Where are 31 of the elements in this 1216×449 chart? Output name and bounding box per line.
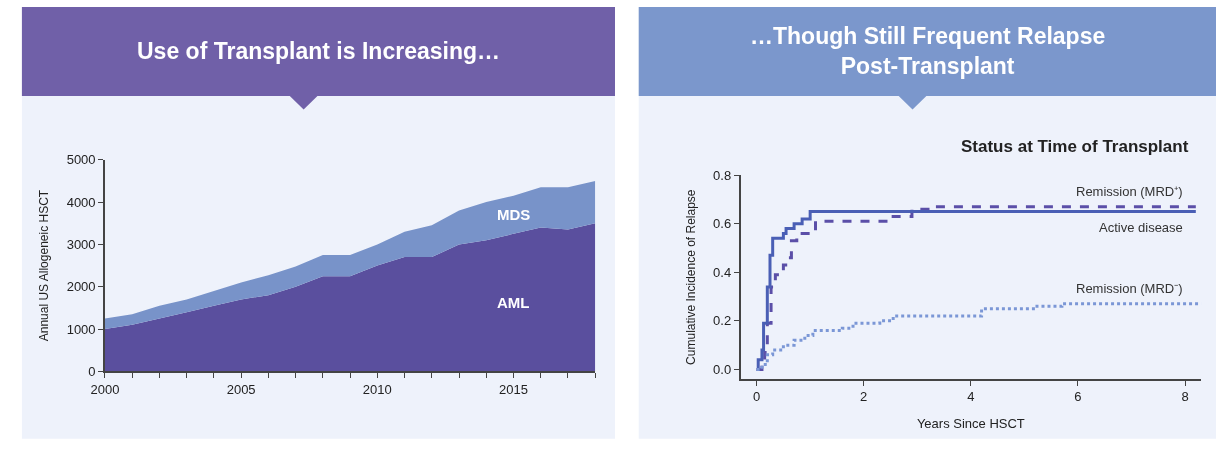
x-tick-label: 0 (752, 389, 761, 405)
x-tick-label: 2015 (499, 381, 528, 397)
y-tick-label: 5000 (66, 152, 96, 168)
y-tick-label: 0.4 (713, 264, 732, 280)
x-axis-title: Years Since HSCT (916, 415, 1025, 431)
chart-title: …Though Still Frequent Relapse Post-Transplant (750, 23, 1106, 79)
y-tick-label: 0.0 (713, 361, 732, 377)
series-label: MDS (497, 206, 531, 223)
x-tick-label: 2010 (362, 381, 392, 397)
chart-title: Use of Transplant is Increasing… (137, 38, 500, 64)
y-axis-title: Cumulative Incidence of Relapse (683, 189, 698, 365)
y-tick-label: 0 (88, 363, 96, 379)
y-axis-title: Annual US Allogeneic HSCT (37, 189, 52, 342)
y-tick-label: 0.6 (713, 216, 732, 232)
series-label: Active disease (1099, 220, 1183, 235)
series-label: Remission (MRD⁺) (1076, 184, 1183, 199)
x-tick-label: 2 (860, 389, 868, 405)
x-tick-label: 6 (1074, 389, 1082, 405)
x-tick-label: 8 (1181, 389, 1189, 405)
y-tick-label: 4000 (66, 194, 96, 210)
y-tick-label: 0.8 (713, 167, 732, 183)
x-tick-label: 2005 (226, 381, 256, 397)
chart-subtitle: Status at Time of Transplant (961, 137, 1189, 156)
y-tick-label: 2000 (66, 279, 96, 295)
x-tick-label: 4 (967, 389, 975, 405)
x-tick-label: 2000 (90, 381, 120, 397)
series-label: AML (497, 294, 530, 311)
y-tick-label: 1000 (66, 321, 96, 337)
y-tick-label: 3000 (66, 236, 96, 252)
series-label: Remission (MRD⁻) (1076, 281, 1183, 296)
y-tick-label: 0.2 (713, 313, 732, 329)
